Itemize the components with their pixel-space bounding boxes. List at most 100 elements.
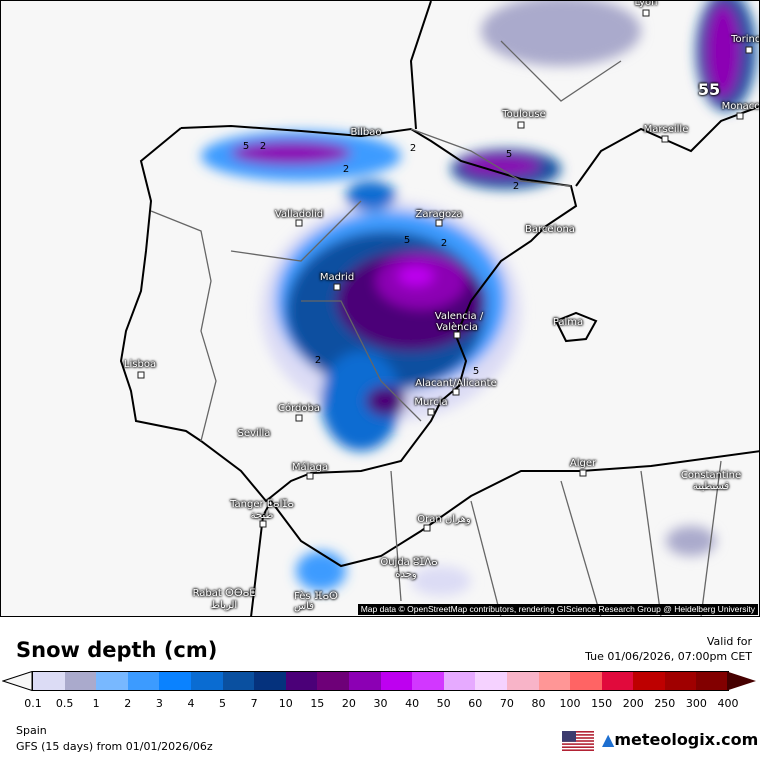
city-label: Málaga (291, 462, 329, 473)
legend-color-swatch (506, 672, 539, 690)
contour-label: 2 (409, 143, 417, 154)
legend-tick-label: 7 (250, 697, 258, 710)
city-label: فاس (293, 601, 315, 612)
city-label: Alacant/Alicante (415, 378, 497, 389)
city-label: Constantine (680, 470, 742, 481)
city-label: Fès ⴼⴰⵙ (294, 591, 338, 602)
city-marker (452, 388, 460, 396)
borders (150, 40, 722, 616)
contour-label: 2 (512, 181, 520, 192)
legend-tick-label: 0.1 (24, 697, 42, 710)
legend-tick-label: 250 (654, 697, 676, 710)
map-layers (119, 1, 759, 616)
legend-tick-label: 20 (341, 697, 356, 710)
city-label: الرباط (210, 600, 238, 611)
legend-tick-label: 1 (92, 697, 100, 710)
city-label: Barcelona (525, 224, 575, 235)
logo-drop-icon: ▲ (602, 730, 615, 749)
legend-tick-label: 5 (219, 697, 227, 710)
region-label: Spain (16, 724, 47, 737)
city-label: Torino (731, 34, 760, 45)
contour-label: 5 (242, 141, 250, 152)
city-label: Monaco (721, 101, 760, 112)
city-marker (435, 219, 443, 227)
city-marker (333, 283, 341, 291)
contour-label: 2 (314, 355, 322, 366)
city-marker (661, 135, 669, 143)
legend-tick-label: 40 (405, 697, 420, 710)
legend-color-swatch (412, 672, 444, 690)
brand-logo[interactable]: ▲meteologix.com (602, 730, 758, 749)
legend-color-swatch (475, 672, 507, 690)
contour-label: 2 (440, 238, 448, 249)
legend-tick-label: 10 (278, 697, 293, 710)
legend-tick-label: 80 (531, 697, 546, 710)
us-flag-icon[interactable] (562, 731, 594, 751)
city-label: Alger (569, 458, 597, 469)
legend-tick-label: 4 (187, 697, 195, 710)
snow-field (201, 1, 756, 596)
legend-color-swatch (601, 672, 634, 690)
legend-tick-label: 30 (373, 697, 388, 710)
contour-label: 5 (472, 366, 480, 377)
legend-tick-label: 3 (155, 697, 163, 710)
legend-tick-label: 400 (717, 697, 739, 710)
city-label: Marseille (643, 124, 689, 135)
legend-color-swatch (664, 672, 697, 690)
legend-color-swatch (96, 672, 128, 690)
city-marker (306, 472, 314, 480)
legend-under-arrow (2, 671, 33, 691)
legend-color-swatch (285, 672, 318, 690)
legend-color-swatch (190, 672, 223, 690)
legend-tick-label: 150 (591, 697, 613, 710)
city-marker (745, 46, 753, 54)
city-label: Valencia / (434, 311, 484, 322)
contour-label: 2 (342, 164, 350, 175)
legend-tick-label: 60 (468, 697, 483, 710)
snow-depth-map[interactable]: Lyon Torino Monaco Marseille Toulouse Bi… (0, 0, 760, 617)
model-run-label: GFS (15 days) from 01/01/2026/06z (16, 740, 213, 753)
city-label: Palma (552, 317, 584, 328)
coastlines (119, 1, 759, 616)
legend-color-swatch (254, 672, 286, 690)
valid-datetime: Tue 01/06/2026, 07:00pm CET (585, 650, 752, 663)
valid-time: Valid for Tue 01/06/2026, 07:00pm CET (585, 634, 752, 664)
city-marker (423, 524, 431, 532)
legend-over-arrow (727, 671, 756, 691)
city-label: Oujda ⵓⵊⴷⴰ (380, 557, 438, 568)
city-marker (642, 9, 650, 17)
city-label: Oran وهران (417, 514, 471, 525)
legend-tick-label: 50 (436, 697, 451, 710)
city-label: València (436, 322, 478, 333)
legend-color-swatch (159, 672, 191, 690)
city-label: Sevilla (237, 428, 271, 439)
legend-color-swatch (64, 672, 97, 690)
city-label: Madrid (319, 272, 355, 283)
valid-label: Valid for (706, 635, 752, 648)
legend-color-swatch (348, 672, 381, 690)
contour-label: 5 (505, 149, 513, 160)
legend-color-swatch (222, 672, 255, 690)
legend-color-swatch (317, 672, 349, 690)
legend-tick-label: 100 (559, 697, 581, 710)
city-marker (453, 331, 461, 339)
legend-color-swatch (443, 672, 476, 690)
legend-tick-label: 70 (499, 697, 514, 710)
city-marker (295, 414, 303, 422)
legend-title: Snow depth (cm) (16, 638, 218, 662)
legend-color-swatch (380, 672, 413, 690)
city-label: Tanger ⵟⴰⵏⵊⴰ (230, 499, 294, 510)
legend-colorbar (32, 671, 730, 691)
max-value-label: 55 (697, 80, 721, 99)
brand-name: meteologix.com (614, 730, 759, 749)
city-label: Murcia (414, 397, 448, 408)
legend-tick-label: 0.5 (55, 697, 74, 710)
legend-color-swatch (33, 672, 65, 690)
city-label: Lyon (634, 0, 658, 8)
city-marker (137, 371, 145, 379)
city-marker (259, 520, 267, 528)
legend-tick-label: 2 (124, 697, 132, 710)
city-marker (579, 469, 587, 477)
map-attribution: Map data © OpenStreetMap contributors, r… (357, 604, 758, 615)
city-label: طنجة (250, 510, 274, 521)
